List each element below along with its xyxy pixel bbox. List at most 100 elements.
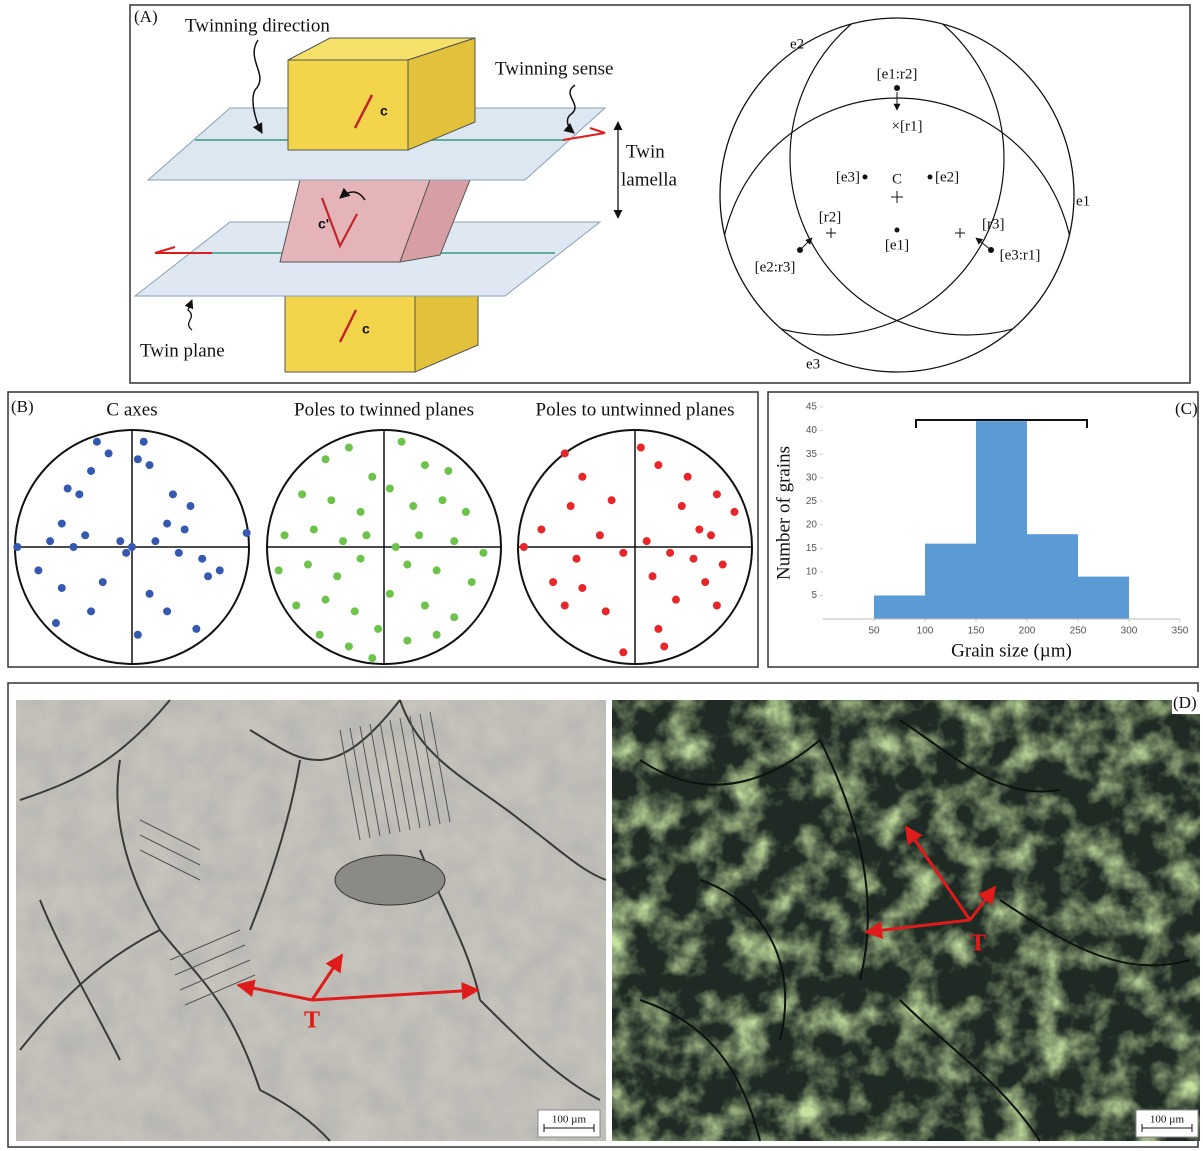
y-tick-label: 10 (806, 567, 818, 578)
panel-frame (129, 4, 1191, 384)
pole-label: [r2] (819, 209, 842, 225)
pole (894, 227, 900, 233)
pole-point (560, 601, 569, 610)
panel-label: (D) (1173, 693, 1197, 712)
annotation: Twinning direction (185, 15, 330, 36)
y-tick-label: 20 (806, 519, 818, 530)
pointer (563, 84, 576, 134)
annotation: Twin plane (140, 340, 225, 361)
pole-point (57, 583, 66, 592)
plus (826, 228, 836, 238)
bar (925, 543, 976, 619)
pole-point (578, 472, 587, 481)
pole-point (467, 578, 476, 587)
pole-point (163, 607, 172, 616)
pole-point (707, 531, 716, 540)
pole-point (648, 572, 657, 581)
crystal-face (287, 59, 409, 151)
pole-label: [e3:r1] (1000, 247, 1041, 263)
pole-point (87, 466, 96, 475)
pole-point (350, 607, 359, 616)
pole-point (327, 496, 336, 505)
panel-c: (C) 5 10 15 20 25 30 35 40 45 50 100 150 200 250 300 35… (767, 391, 1199, 668)
pole-point (519, 543, 528, 551)
pole-point (344, 642, 353, 651)
pole-point (280, 531, 289, 540)
y-tick-label: 45 (806, 402, 818, 413)
pole-point (671, 595, 680, 604)
pole-point (601, 607, 610, 616)
pole-point (654, 461, 663, 470)
pole-point (560, 449, 569, 458)
scale-label: 100 µm (1150, 1114, 1185, 1126)
pole-point (677, 502, 686, 511)
circle-label: e3 (806, 356, 820, 372)
pole-point (215, 566, 224, 575)
panel-a: (A) c c' c Twinning direction Twinning s… (129, 4, 1191, 384)
pole-point (718, 560, 727, 569)
annotation: lamella (621, 169, 677, 190)
plus (955, 228, 965, 238)
pole-point (356, 554, 365, 563)
pole-point (368, 654, 377, 663)
crystal-face (407, 37, 476, 151)
pole-point (712, 490, 721, 499)
pole-point (163, 519, 172, 528)
pole-point (619, 648, 628, 657)
stereonet (719, 17, 1075, 373)
pole-point (133, 455, 142, 464)
x-tick-label: 250 (1070, 626, 1087, 637)
pole-point (309, 525, 318, 534)
scale-box (1135, 1109, 1199, 1138)
pole-point (116, 537, 125, 546)
pole-point (46, 537, 55, 546)
pole-point (151, 537, 160, 546)
pole-point (712, 601, 721, 610)
pole-point (385, 484, 394, 493)
pole-point (51, 619, 60, 628)
pole-point (321, 455, 330, 464)
panel-label: (C) (1175, 399, 1198, 418)
crystal-face (284, 295, 416, 373)
pole-point (274, 566, 283, 575)
pole-point (391, 543, 400, 551)
pole-point (578, 583, 587, 592)
y-tick-label: 30 (806, 472, 818, 483)
pole-point (34, 566, 43, 575)
bar (976, 421, 1027, 619)
pole-point (133, 630, 142, 639)
x-tick-label: 300 (1121, 626, 1138, 637)
pole-point (333, 572, 342, 581)
pole-label: ×[r1] (892, 118, 923, 134)
pointer (252, 39, 263, 134)
pole-point (13, 543, 22, 551)
pole-point (642, 537, 651, 546)
pole-point (98, 578, 107, 587)
pole-point (204, 572, 213, 581)
panel-frame (767, 391, 1199, 668)
pole-point (339, 537, 348, 546)
grain-boundaries (639, 719, 1191, 1142)
pole-point (450, 613, 459, 622)
twin-arrow (311, 981, 480, 1002)
annotation: Twinning sense (495, 58, 613, 79)
pole-point (321, 595, 330, 604)
pole-point (57, 519, 66, 528)
pole-point (298, 490, 307, 499)
pole-point (479, 548, 488, 557)
inclusion (334, 854, 446, 906)
pole-point (537, 525, 546, 534)
plus-marks (826, 191, 965, 238)
panel-label: (B) (11, 397, 34, 416)
twin-arrow (236, 979, 313, 1002)
bar (1078, 576, 1129, 619)
pole-label: [r3] (982, 216, 1005, 232)
pole-point (139, 437, 148, 446)
panel-label: (A) (134, 7, 158, 26)
pole-point (92, 437, 101, 446)
pole-label: C (892, 171, 902, 187)
pole-label: [e1:r2] (877, 66, 918, 82)
grain-boundaries (19, 699, 607, 1142)
pole-point (666, 548, 675, 557)
pole-point (385, 589, 394, 598)
